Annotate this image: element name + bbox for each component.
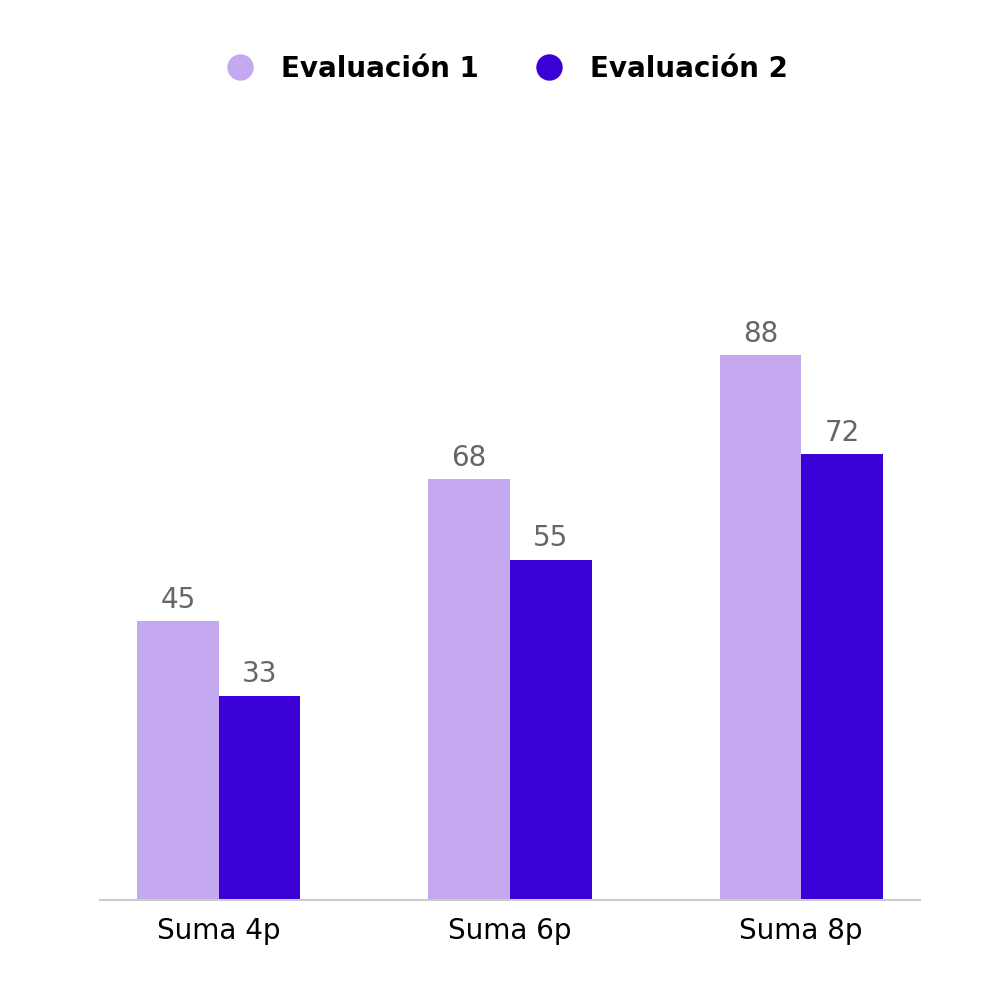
Bar: [510, 560, 592, 900]
Text: 45: 45: [160, 586, 196, 614]
Text: 88: 88: [743, 320, 778, 348]
Legend: Evaluación 1, Evaluación 2: Evaluación 1, Evaluación 2: [201, 44, 799, 94]
Bar: [428, 479, 510, 900]
Bar: [720, 355, 801, 900]
Text: 55: 55: [533, 524, 568, 552]
Text: 33: 33: [242, 660, 277, 688]
Bar: [219, 696, 300, 900]
Text: 68: 68: [452, 444, 487, 472]
Bar: [137, 621, 219, 900]
Bar: [801, 454, 883, 900]
Text: 72: 72: [824, 419, 860, 447]
